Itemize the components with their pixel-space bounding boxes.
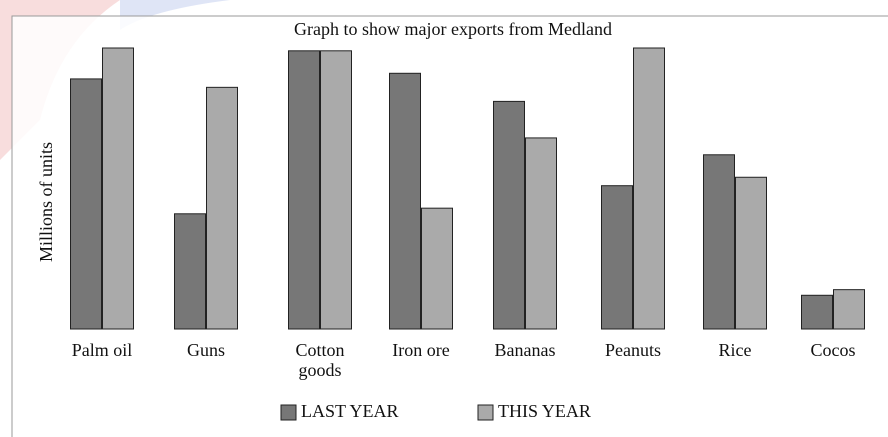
bar bbox=[102, 47, 134, 330]
bar bbox=[389, 72, 421, 330]
bar bbox=[70, 78, 102, 330]
bar bbox=[320, 50, 352, 330]
legend-swatch bbox=[477, 404, 494, 421]
x-tick-label: Bananas bbox=[495, 340, 556, 360]
bar bbox=[833, 289, 865, 330]
x-tick-label: Guns bbox=[187, 340, 225, 360]
x-tick-label: Cocos bbox=[811, 340, 856, 360]
y-axis-label: Millions of units bbox=[36, 142, 56, 262]
x-tick-label: Iron ore bbox=[392, 340, 449, 360]
bar bbox=[206, 86, 238, 330]
legend-label: LAST YEAR bbox=[301, 401, 399, 421]
legend-label: THIS YEAR bbox=[498, 401, 591, 421]
x-tick-label: Cotton goods bbox=[295, 340, 344, 380]
logo-fade bbox=[120, 0, 230, 30]
bar bbox=[525, 137, 557, 330]
bar bbox=[493, 100, 525, 330]
chart-title: Graph to show major exports from Medland bbox=[294, 19, 612, 39]
x-tick-label: Rice bbox=[719, 340, 752, 360]
bar bbox=[288, 50, 320, 330]
bar bbox=[421, 207, 453, 330]
x-tick-label: Palm oil bbox=[72, 340, 133, 360]
bar bbox=[703, 154, 735, 330]
bar bbox=[801, 294, 833, 330]
bar bbox=[735, 176, 767, 330]
x-tick-label: Peanuts bbox=[605, 340, 661, 360]
bar bbox=[601, 185, 633, 330]
bar bbox=[633, 47, 665, 330]
legend-swatch bbox=[280, 404, 297, 421]
bar bbox=[174, 213, 206, 330]
